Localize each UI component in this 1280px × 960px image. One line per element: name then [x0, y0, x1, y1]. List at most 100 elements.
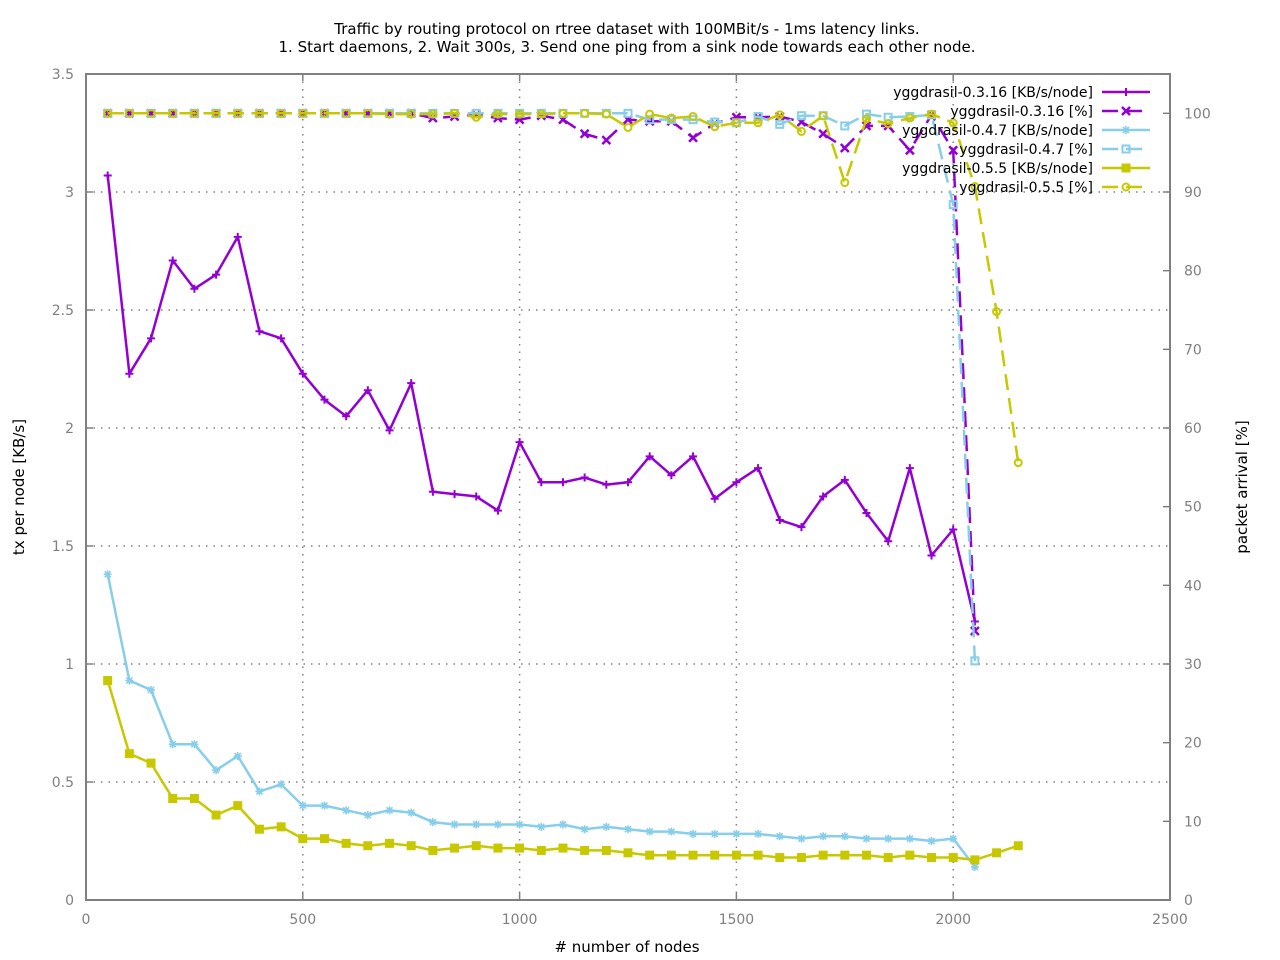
data-point [861, 114, 871, 124]
data-point [428, 487, 437, 496]
data-point [753, 850, 763, 860]
data-point [363, 386, 372, 395]
data-point [796, 111, 806, 121]
y2-tick-label: 90 [1184, 185, 1202, 201]
data-point [363, 108, 373, 118]
data-point [558, 108, 568, 118]
data-point [927, 109, 937, 119]
y-tick-label: 2.5 [52, 303, 74, 319]
data-point [406, 841, 416, 851]
data-point [407, 808, 416, 817]
y-tick-label: 2 [65, 421, 74, 437]
data-point [255, 787, 264, 796]
data-point [515, 438, 524, 447]
data-point [493, 506, 502, 515]
data-point [623, 122, 633, 132]
data-point [775, 853, 785, 863]
legend-label: yggdrasil-0.5.5 [%] [959, 180, 1093, 196]
series-line [107, 112, 1020, 463]
data-point [125, 369, 134, 378]
data-point [905, 113, 915, 123]
data-point [927, 837, 936, 845]
y-tick-label: 0.5 [52, 775, 74, 791]
data-point [775, 119, 785, 129]
data-point [623, 848, 633, 858]
data-point [775, 832, 784, 841]
data-point [710, 117, 720, 127]
data-point [905, 464, 914, 473]
data-point [601, 135, 612, 145]
data-point [710, 122, 720, 132]
data-point [840, 850, 850, 860]
data-point [103, 171, 112, 180]
data-point [450, 490, 459, 499]
series-group [102, 108, 1023, 871]
data-point [146, 108, 156, 118]
data-point [515, 843, 525, 853]
data-point [667, 827, 676, 836]
data-point [472, 492, 481, 501]
series-3 [103, 570, 979, 871]
data-point [147, 334, 156, 343]
data-point [731, 118, 741, 128]
series-1 [103, 171, 979, 626]
y2-tick-label: 100 [1184, 106, 1211, 122]
data-point [450, 108, 460, 118]
chart-title-line-2: 1. Start daemons, 2. Wait 300s, 3. Send … [279, 38, 976, 56]
data-point [147, 685, 156, 694]
data-point [861, 850, 871, 860]
data-point [753, 118, 763, 128]
data-point [168, 740, 177, 749]
data-point [472, 820, 481, 829]
data-point [949, 834, 958, 843]
data-point [277, 334, 286, 343]
data-point [536, 109, 546, 119]
data-point [428, 845, 438, 855]
legend-label: yggdrasil-0.4.7 [KB/s/node] [902, 123, 1093, 139]
data-point [579, 128, 590, 139]
data-point [862, 508, 871, 517]
data-point [666, 113, 676, 123]
data-point [450, 820, 459, 829]
data-point [754, 464, 763, 473]
data-point [211, 108, 221, 118]
data-point [797, 523, 806, 532]
series-line [107, 112, 977, 632]
x-axis-label: # number of nodes [554, 938, 699, 956]
plot-border [85, 73, 1171, 901]
data-point [905, 834, 914, 843]
data-point [515, 109, 525, 119]
data-point [233, 108, 243, 118]
data-point [471, 112, 481, 122]
data-point [862, 834, 871, 843]
data-point [970, 862, 979, 871]
data-point [363, 841, 373, 851]
data-point [1121, 182, 1131, 192]
data-point [363, 811, 372, 820]
data-point [212, 766, 221, 775]
series-line [107, 112, 977, 661]
data-point [884, 834, 893, 843]
data-point [341, 838, 351, 848]
data-point [970, 181, 980, 191]
data-point [710, 494, 719, 503]
grid [86, 74, 1170, 900]
data-point [904, 145, 915, 156]
data-point [211, 810, 221, 820]
data-point [732, 829, 741, 838]
y2-tick-label: 50 [1184, 500, 1202, 516]
data-point [320, 395, 329, 404]
data-point [645, 827, 654, 836]
data-point [1122, 126, 1130, 134]
data-point [212, 270, 221, 279]
series-line [106, 175, 977, 622]
data-point [254, 824, 264, 834]
data-point [905, 850, 915, 860]
legend-label: yggdrasil-0.4.7 [%] [959, 142, 1093, 158]
series-line [106, 680, 1019, 862]
data-point [406, 109, 416, 119]
data-point [255, 327, 264, 336]
data-point [428, 818, 437, 827]
data-point [189, 794, 199, 804]
